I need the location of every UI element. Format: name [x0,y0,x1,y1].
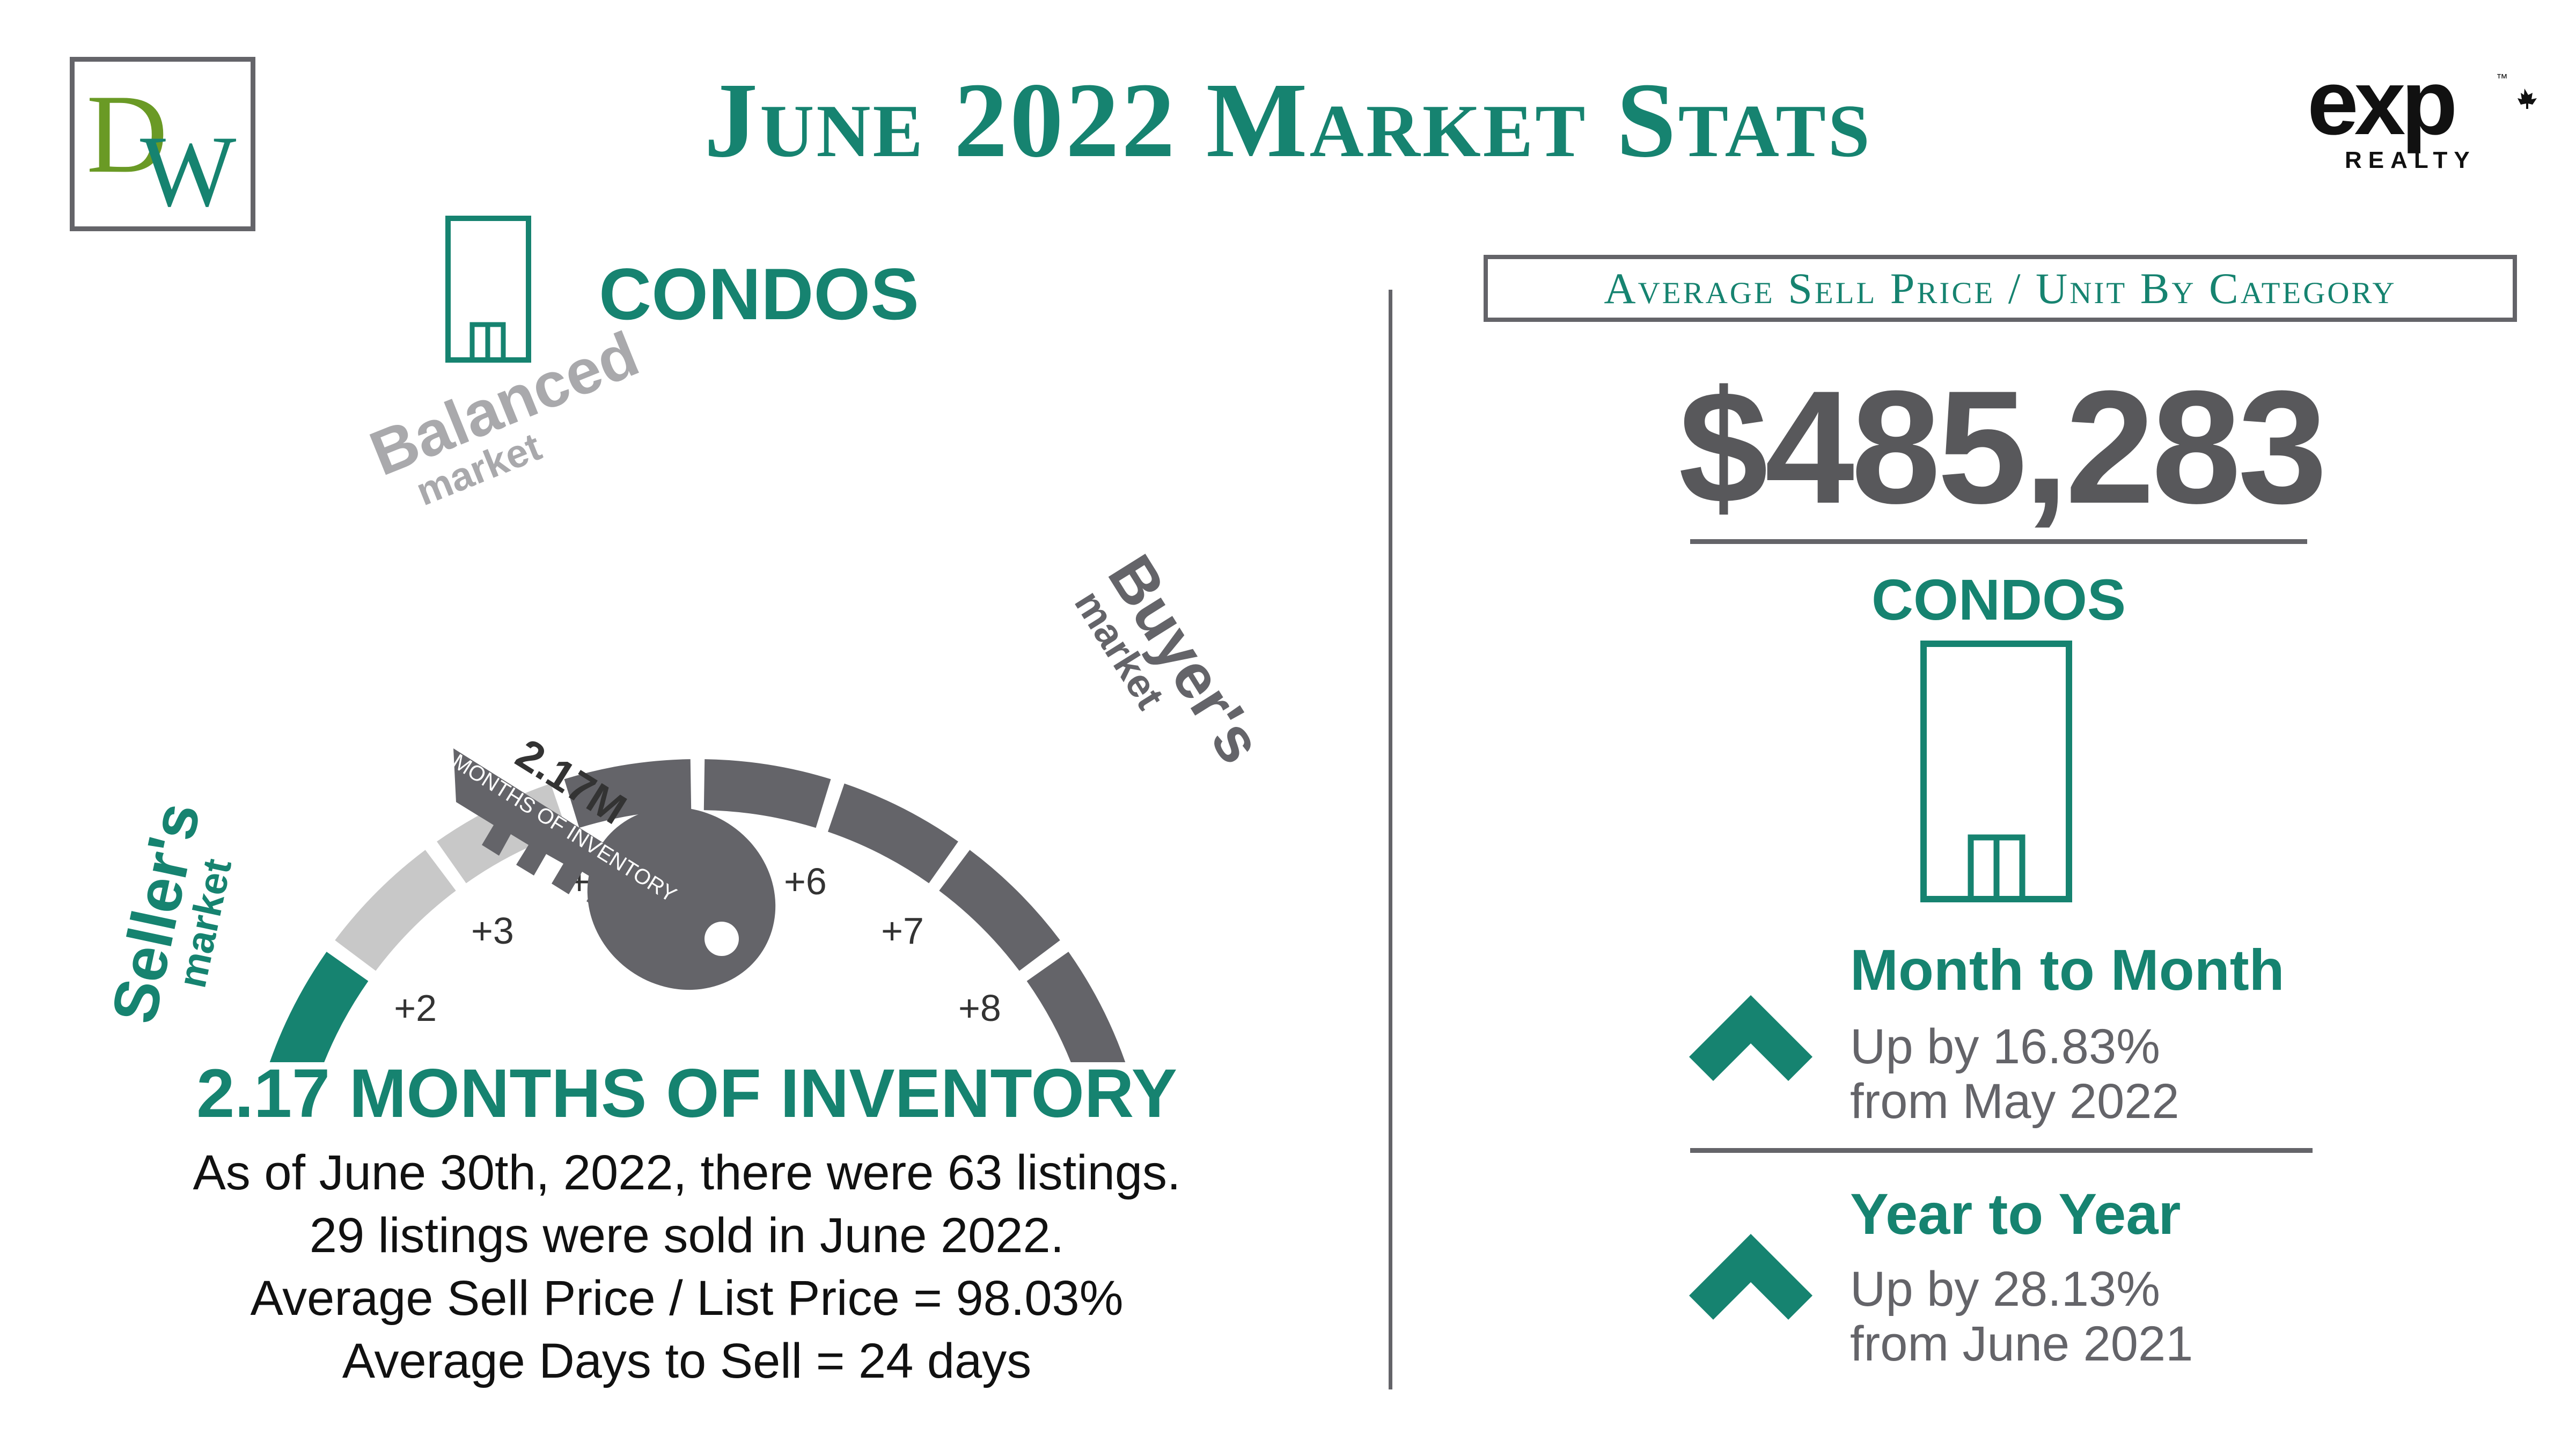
gauge-tick-label: +3 [471,910,514,952]
avg-price-label: Average Sell Price / Unit By Category [1484,255,2517,322]
condo-building-icon [1920,641,2072,902]
month-to-month-line2: from May 2022 [1850,1074,2179,1129]
year-to-year-line1: Up by 28.13% [1850,1262,2160,1316]
exp-realty-logo: exp ™ REALTY [2307,51,2543,177]
dw-logo-w: W [140,115,236,226]
gauge-tick-label: +7 [881,910,924,952]
month-to-month-line1: Up by 16.83% [1850,1019,2160,1074]
inventory-title: 2.17 MONTHS OF INVENTORY [196,1055,1177,1132]
seller-zone-label: Seller's market [98,797,240,1029]
inventory-line: Average Days to Sell = 24 days [342,1334,1032,1388]
up-chevron-icon [1689,1234,1812,1320]
gauge-segment [703,759,831,828]
gauge-segment [939,850,1060,971]
market-gauge: 0+1+2+3+4+5+6+7+8+9+10 Seller's market B… [98,318,1276,1062]
gauge-segment [269,952,369,1062]
exp-logo-tm: ™ [2496,71,2508,85]
year-to-year-title: Year to Year [1850,1181,2181,1246]
exp-logo-realty: REALTY [2345,147,2476,173]
gauge-segment [335,850,456,971]
gauge-segment [827,783,958,884]
buyer-zone-label: Buyer's market [1066,543,1276,775]
dw-logo: D W [70,57,255,231]
exp-logo-text: exp [2307,67,2454,154]
price-divider [1690,539,2307,544]
up-chevron-icon [1689,995,1812,1081]
average-price: $485,283 [1678,357,2327,537]
gauge-tick-label: +8 [958,987,1001,1029]
category-label-left: CONDOS [599,253,919,335]
key-icon [453,748,776,990]
condo-building-icon [445,216,531,363]
inventory-line: 29 listings were sold in June 2022. [309,1208,1065,1263]
change-divider [1690,1148,2313,1153]
gauge-tick-label: +6 [784,860,827,902]
inventory-line: Average Sell Price / List Price = 98.03% [250,1271,1124,1326]
year-to-year-line2: from June 2021 [1850,1316,2193,1371]
gauge-segment [1026,952,1126,1062]
dw-monogram-icon: D W [86,72,236,228]
dw-logo-d: D [86,72,168,196]
maple-leaf-icon [2518,89,2537,109]
balanced-zone-label: Balanced market [361,318,648,514]
month-to-month-title: Month to Month [1850,937,2285,1002]
inventory-line: As of June 30th, 2022, there were 63 lis… [193,1145,1181,1200]
inventory-details: As of June 30th, 2022, there were 63 lis… [0,1142,1374,1393]
page-title: June 2022 Market Stats [704,61,1872,180]
gauge-tick-label: +2 [394,987,437,1029]
vertical-divider [1389,290,1392,1389]
category-label-right: CONDOS [1871,567,2126,632]
